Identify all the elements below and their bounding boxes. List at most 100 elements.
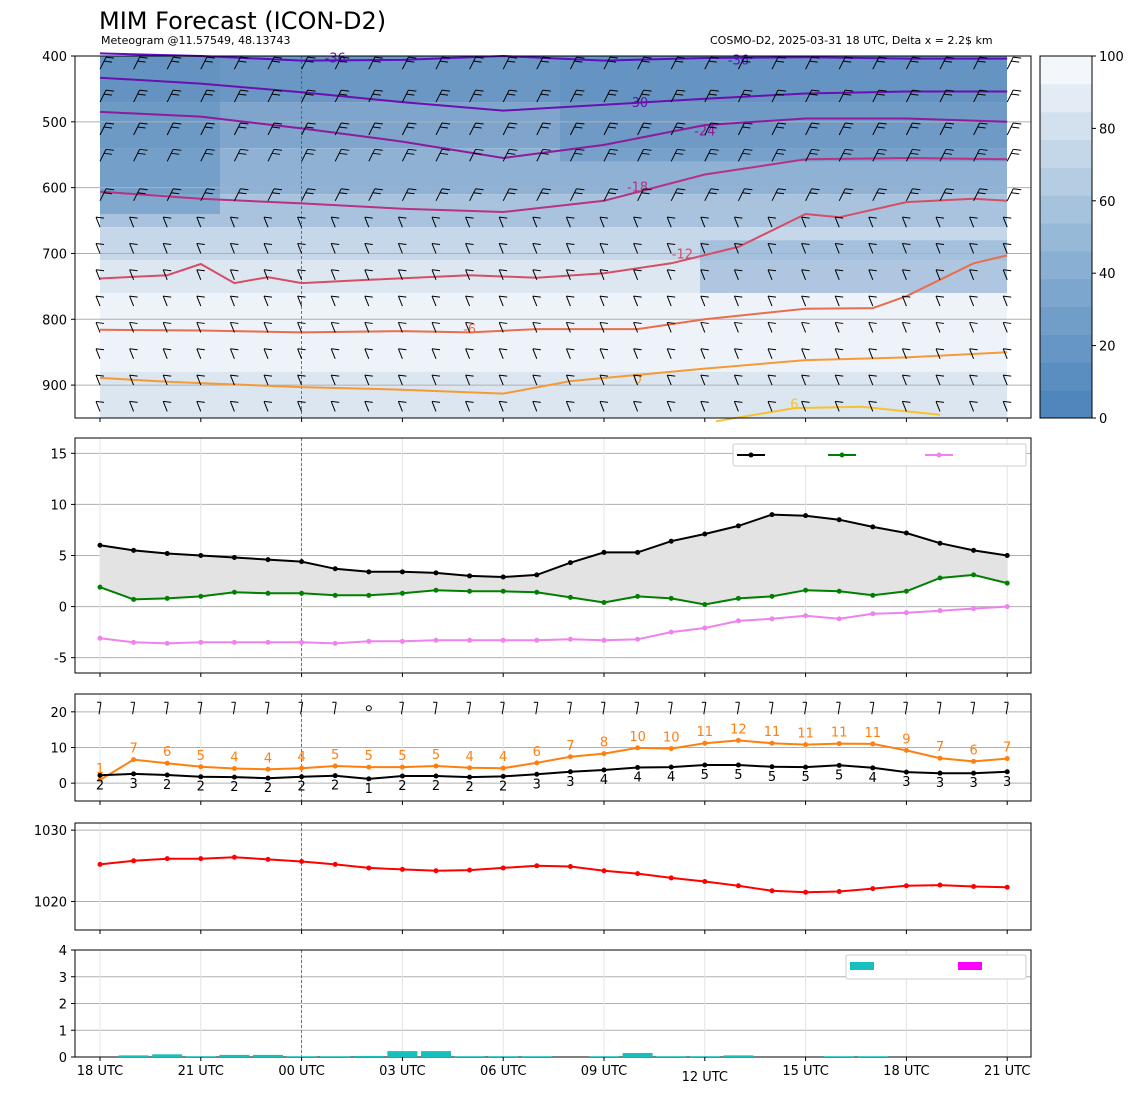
data-point: [803, 513, 809, 519]
data-point: [702, 762, 708, 768]
colorbar-tick-label: 40: [1099, 267, 1116, 282]
wind-barb: [1004, 701, 1009, 715]
y-tick-label: 1020: [34, 895, 67, 910]
wind-speed-label: 4: [869, 771, 877, 786]
wind-barb: [301, 188, 316, 202]
wind-barb: [771, 89, 787, 103]
wind-barb: [565, 400, 575, 412]
wind-barb: [838, 89, 854, 103]
gust-speed-label: 10: [629, 730, 646, 745]
wind-barb: [599, 242, 609, 254]
precip-bar: [353, 1055, 384, 1057]
wind-barb: [700, 400, 709, 412]
data-point: [299, 559, 305, 565]
wind-barb: [637, 188, 652, 202]
wind-barb: [733, 321, 743, 333]
wind-barb: [196, 269, 205, 280]
wind-barb: [868, 216, 877, 228]
data-point: [769, 616, 775, 622]
wind-barb: [603, 148, 619, 162]
wind-barb: [801, 374, 810, 386]
data-point: [97, 777, 103, 783]
wind-barb: [129, 269, 138, 280]
wind-barb: [397, 216, 407, 228]
wind-barb: [666, 295, 676, 307]
wind-barb: [767, 216, 777, 228]
precip-bar: [589, 1056, 619, 1057]
data-point: [903, 769, 909, 775]
colorbar-segment: [1040, 250, 1092, 280]
wind-barb: [901, 321, 911, 333]
isotherm-label: 6: [790, 398, 798, 413]
wind-barb: [637, 89, 652, 103]
wind-barb: [401, 122, 417, 136]
data-point: [635, 764, 641, 770]
data-point: [769, 512, 775, 518]
data-point: [702, 740, 708, 746]
wind-barb: [666, 216, 676, 228]
data-point: [1004, 580, 1010, 586]
wind-barb: [95, 348, 105, 359]
wind-barb: [700, 321, 709, 333]
wind-barb: [162, 348, 172, 359]
gust-speed-label: 4: [230, 751, 238, 766]
wind-barb: [935, 374, 945, 386]
data-point: [467, 765, 473, 771]
wind-barb: [670, 122, 686, 136]
wind-barb: [498, 269, 508, 280]
wind-barb: [233, 56, 249, 70]
wind-barb: [469, 188, 484, 202]
wind-barb: [95, 269, 105, 280]
data-point: [265, 590, 271, 596]
x-tick-label: 18 UTC: [883, 1064, 929, 1079]
wind-barb: [901, 295, 911, 307]
data-point: [198, 593, 204, 599]
wind-barb: [603, 89, 619, 103]
wind-barb: [905, 188, 921, 202]
wind-barb: [767, 321, 777, 333]
wind-barb: [297, 348, 306, 359]
wind-barb: [301, 89, 316, 103]
gust-speed-label: 11: [697, 725, 714, 740]
wind-speed-label: 4: [600, 773, 608, 788]
gust-speed-label: 12: [730, 722, 747, 737]
wind-barb: [1002, 348, 1012, 359]
wind-barb: [162, 321, 172, 333]
data-point: [803, 742, 809, 748]
precip-bar: [622, 1052, 653, 1057]
data-point: [534, 589, 540, 595]
data-point: [164, 760, 170, 766]
wind-barb: [969, 216, 978, 228]
wind-barb: [263, 321, 273, 333]
wind-barb: [670, 56, 686, 70]
wind-barb: [603, 122, 619, 136]
wind-barb: [733, 242, 743, 254]
wind-barb: [868, 242, 877, 254]
wind-barb: [767, 295, 777, 307]
gust-speed-label: 5: [365, 749, 373, 764]
precip-bar: [689, 1056, 720, 1057]
data-point: [635, 593, 641, 599]
data-point: [601, 767, 607, 773]
gust-speed-label: 6: [969, 743, 977, 758]
precip-bar: [723, 1055, 754, 1057]
series-line: [99, 573, 1008, 606]
wind-barb: [263, 269, 273, 280]
data-point: [131, 771, 137, 777]
wind-speed-label: 2: [230, 780, 238, 795]
wind-barb: [532, 242, 541, 254]
data-point: [198, 764, 204, 770]
wind-barb: [129, 242, 138, 254]
wind-barb: [297, 242, 306, 254]
y-tick-label: 0: [59, 777, 67, 792]
data-point: [567, 769, 573, 775]
wind-barb: [431, 374, 441, 386]
data-point: [231, 589, 237, 595]
wind-barb: [334, 56, 350, 70]
data-point: [299, 765, 305, 771]
wind-barb: [670, 188, 686, 202]
wind-barb: [99, 122, 115, 136]
wind-barb: [334, 122, 350, 136]
isotherm-line: [99, 52, 1008, 62]
wind-barb: [469, 122, 484, 136]
